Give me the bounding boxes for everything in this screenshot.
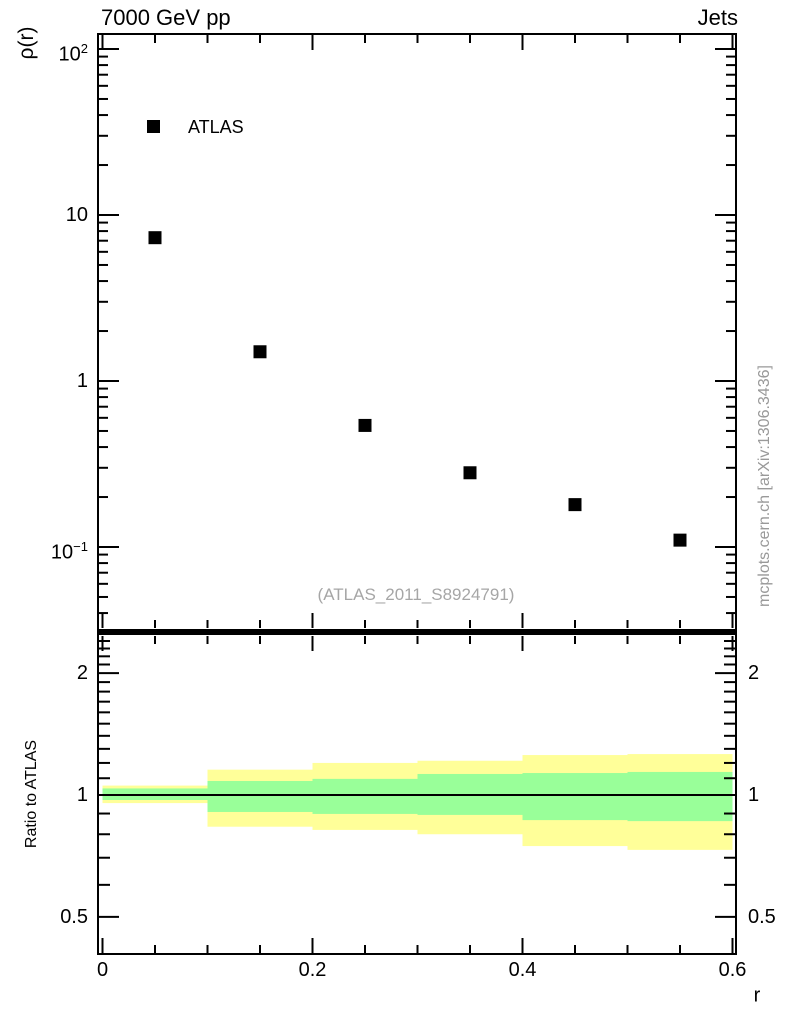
y-tick-label-ratio-right: 2 (748, 662, 760, 685)
beam-title: 7000 GeV pp (101, 5, 231, 30)
data-point (568, 498, 582, 512)
data-point (253, 345, 267, 359)
y-tick-label-main: 102 (58, 41, 88, 66)
x-tick-label: 0.2 (298, 959, 327, 981)
uncertainty-band-inner (207, 780, 313, 812)
analysis-title: Jets (697, 5, 738, 30)
source-note: mcplots.cern.ch [arXiv:1306.3436] (755, 365, 773, 607)
uncertainty-band-inner (627, 771, 733, 822)
y-tick-label-main: 10 (65, 204, 88, 226)
x-tick-label: 0.4 (508, 959, 537, 981)
data-point (463, 466, 477, 480)
y-tick-label-ratio: 2 (76, 662, 88, 685)
legend-marker-icon (147, 120, 160, 133)
legend-label: ATLAS (188, 117, 244, 137)
x-tick-label: 0.6 (718, 959, 747, 981)
y-tick-label-ratio: 0.5 (60, 905, 88, 928)
analysis-id-watermark: (ATLAS_2011_S8924791) (317, 585, 515, 605)
y-tick-label-main: 1 (76, 370, 88, 392)
y-tick-label-ratio: 1 (76, 784, 88, 806)
data-point (148, 231, 162, 245)
y-tick-label-ratio-right: 0.5 (748, 905, 776, 928)
y-tick-label-main: 10−1 (50, 539, 88, 564)
data-point (358, 418, 372, 432)
x-axis-label: r (753, 984, 761, 1007)
data-point (673, 533, 687, 547)
y-tick-label-ratio-right: 1 (748, 784, 760, 806)
x-tick-label: 0 (96, 959, 109, 981)
uncertainty-band-inner (312, 778, 418, 814)
uncertainty-band-inner (522, 773, 628, 821)
